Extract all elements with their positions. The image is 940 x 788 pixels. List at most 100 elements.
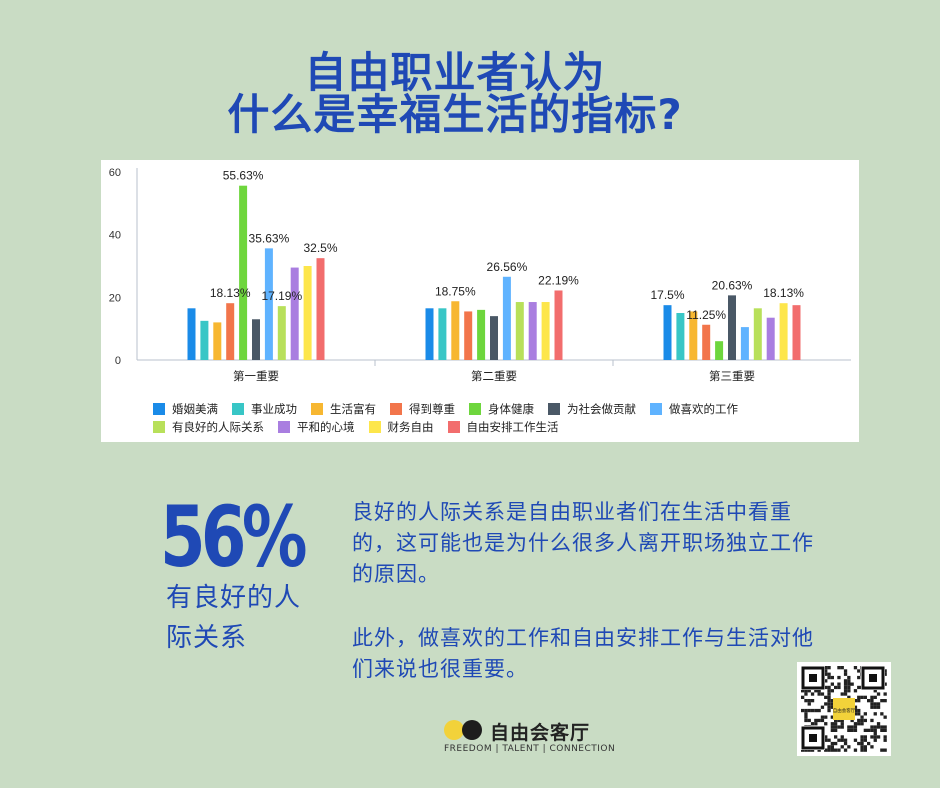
qr-module [870, 725, 874, 729]
qr-module [870, 745, 874, 749]
qr-module [883, 735, 887, 739]
data-label: 11.25% [686, 308, 726, 322]
bar-2-0 [213, 322, 222, 360]
qr-module [843, 679, 848, 683]
legend-swatch [390, 403, 402, 415]
qr-module [860, 741, 864, 746]
data-label: 17.5% [650, 288, 684, 302]
qr-module [853, 708, 858, 713]
legend-label: 生活富有 [330, 402, 376, 416]
qr-module [857, 695, 861, 699]
title-line-2: 什么是幸福生活的指标? [227, 90, 683, 139]
legend-swatch [447, 421, 460, 433]
qr-module [853, 666, 858, 670]
bar-8-2 [766, 317, 775, 360]
data-label: 18.75% [435, 284, 476, 298]
qr-module [860, 722, 864, 726]
qr-module [873, 732, 877, 736]
qr-module [870, 705, 874, 709]
qr-module [840, 666, 844, 670]
bar-10-0 [316, 258, 325, 360]
bar-6-1 [502, 276, 511, 360]
qr-module [873, 705, 877, 709]
qr-module [840, 718, 844, 723]
x-category-label: 第一重要 [233, 369, 279, 383]
qr-module [827, 738, 831, 742]
data-label: 35.63% [249, 231, 290, 245]
qr-module [876, 722, 881, 726]
qr-module [843, 748, 848, 752]
qr-module [873, 712, 877, 716]
qr-module [824, 666, 828, 670]
bar-6-2 [740, 327, 749, 360]
qr-module [847, 695, 851, 699]
qr-module [843, 741, 848, 746]
qr-module [837, 682, 841, 686]
chart-legend: 婚姻美满 事业成功 生活富有 得到尊重 身体健康 为社会做贡献 做喜欢的工作 有良好的人际关系… [153, 400, 843, 436]
qr-module [827, 675, 831, 680]
legend-label: 自由安排工作生活 [466, 420, 559, 434]
qr-module [810, 699, 815, 703]
qr-module [870, 735, 874, 739]
qr-module [837, 718, 841, 723]
qr-module [850, 725, 854, 729]
qr-code-graphic: 自由会客厅 [801, 666, 887, 752]
qr-module [863, 748, 867, 752]
qr-module [857, 685, 861, 690]
qr-module [834, 722, 838, 726]
data-label: 18.13% [210, 286, 251, 300]
qr-finder-core [809, 674, 817, 682]
qr-module [847, 682, 851, 686]
legend-swatch [232, 403, 244, 415]
qr-module [804, 699, 808, 703]
legend-label: 得到尊重 [409, 402, 455, 416]
qr-module [876, 725, 881, 729]
qr-module [863, 718, 867, 723]
data-label: 32.5% [303, 241, 337, 255]
qr-module [860, 745, 864, 749]
qr-module [830, 705, 834, 709]
qr-module [840, 692, 844, 696]
qr-module [853, 725, 858, 729]
qr-module [873, 738, 877, 742]
qr-module [867, 741, 871, 746]
qr-module [863, 712, 867, 716]
qr-module [807, 702, 811, 706]
qr-module [801, 695, 805, 699]
data-label: 17.19% [261, 289, 302, 303]
qr-module [814, 708, 818, 713]
qr-module [827, 692, 831, 696]
legend-item: 为社会做贡献 [548, 401, 636, 417]
qr-module [883, 682, 887, 686]
qr-module [873, 702, 877, 706]
qr-module [827, 672, 831, 676]
bar-1-2 [676, 313, 685, 360]
legend-label: 有良好的人际关系 [172, 420, 264, 434]
y-tick-label: 60 [109, 167, 121, 179]
legend-label: 财务自由 [387, 420, 434, 434]
qr-module [807, 689, 811, 693]
qr-module [824, 722, 828, 726]
qr-module [873, 695, 877, 699]
qr-module [810, 722, 815, 726]
qr-finder [801, 726, 825, 750]
legend-swatch [650, 403, 662, 415]
qr-module [853, 748, 858, 752]
x-category-label: 第二重要 [471, 369, 517, 383]
qr-module [830, 702, 834, 706]
qr-module [873, 735, 877, 739]
qr-module [867, 699, 871, 703]
bar-7-1 [515, 302, 524, 360]
legend-item: 身体健康 [469, 401, 534, 417]
qr-module [824, 735, 828, 739]
qr-module [824, 679, 828, 683]
qr-module [804, 712, 808, 716]
qr-module [801, 708, 805, 713]
qr-module [847, 675, 851, 680]
y-tick-label: 20 [109, 292, 121, 304]
qr-module [814, 689, 818, 693]
qr-module [850, 682, 854, 686]
qr-module [824, 685, 828, 690]
qr-module [860, 748, 864, 752]
qr-module [860, 735, 864, 739]
